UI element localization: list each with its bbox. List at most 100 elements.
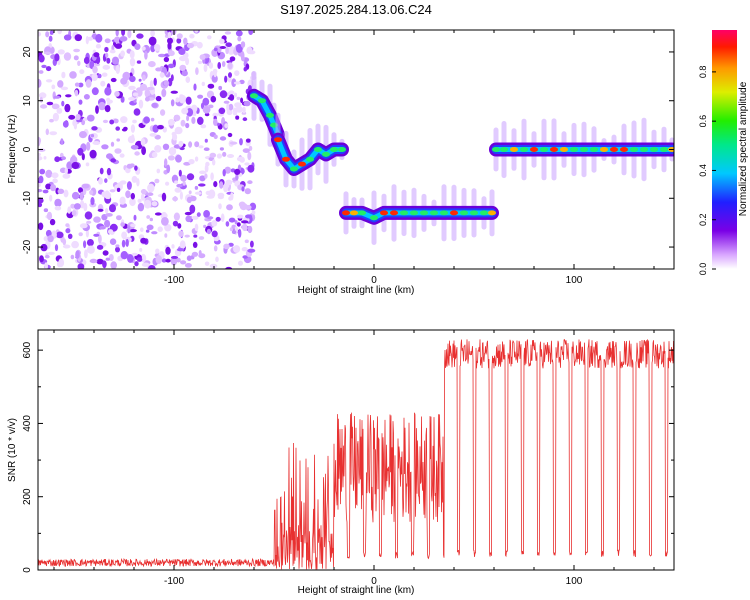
spectrogram-noise-blob	[104, 105, 111, 113]
spectrogram-noise-blob	[166, 164, 171, 174]
spectrogram-noise-blob	[74, 89, 79, 97]
spectrogram-noise-blob	[178, 48, 186, 55]
spectrogram-noise-blob	[146, 86, 155, 91]
spectrogram-noise-blob	[79, 69, 85, 75]
spectrogram-noise-blob	[141, 262, 150, 267]
spectrogram-noise-blob	[176, 38, 182, 44]
spectrogram-noise-blob	[104, 38, 111, 44]
spectrogram-noise-blob	[241, 186, 245, 192]
spectrogram-noise-blob	[148, 265, 156, 269]
spectrogram-noise-blob	[79, 191, 84, 201]
spectrogram-noise-blob	[134, 261, 139, 267]
spectrogram-noise-blob	[241, 247, 248, 252]
spectrogram-track-peak	[492, 147, 500, 152]
spectrogram-x-tick-label: 0	[371, 275, 377, 286]
spectrogram-noise-blob	[129, 75, 136, 83]
spectrogram-noise-blob	[156, 168, 161, 174]
spectrogram-noise-blob	[78, 82, 84, 88]
spectrogram-noise-blob	[136, 33, 144, 39]
spectrogram-noise-blob	[219, 181, 224, 189]
spectrogram-noise-blob	[89, 190, 94, 195]
spectrogram-noise-blob	[100, 80, 106, 87]
spectrogram-noise-blob	[234, 70, 240, 76]
spectrogram-noise-blob	[218, 107, 226, 115]
spectrogram-track-peak	[258, 98, 266, 104]
spectrogram-noise-blob	[67, 233, 73, 239]
spectrogram-noise-blob	[102, 260, 107, 269]
spectrogram-noise-blob	[89, 149, 97, 159]
spectrogram-noise-blob	[40, 243, 48, 252]
spectrogram-noise-blob	[172, 196, 179, 202]
spectrogram-noise-blob	[83, 240, 87, 249]
spectrogram-track-peak	[620, 147, 628, 152]
spectrogram-noise-blob	[49, 194, 53, 202]
spectrogram-noise-blob	[170, 74, 174, 82]
spectrogram-noise-blob	[189, 33, 195, 39]
spectrogram-noise-blob	[201, 81, 205, 87]
spectrogram-noise-blob	[231, 78, 237, 88]
spectrogram-noise-blob	[228, 217, 236, 223]
spectrogram-noise-blob	[146, 224, 154, 231]
snr-y-label: SNR (10 * v/v)	[7, 418, 18, 482]
spectrogram-noise-blob	[139, 247, 143, 252]
spectrogram-noise-blob	[162, 143, 170, 150]
snr-y-tick-label: 600	[22, 341, 33, 358]
spectrogram-noise-blob	[213, 47, 218, 52]
spectrogram-noise-blob	[110, 158, 117, 163]
spectrogram-noise-blob	[193, 234, 198, 238]
spectrogram-noise-blob	[151, 151, 158, 158]
spectrogram-noise-blob	[121, 239, 126, 248]
spectrogram-noise-blob	[149, 133, 157, 137]
spectrogram-noise-blob	[217, 192, 225, 198]
spectrogram-noise-blob	[113, 118, 119, 124]
spectrogram-noise-blob	[225, 179, 233, 186]
spectrogram-noise-blob	[240, 97, 244, 104]
spectrogram-noise-blob	[150, 117, 155, 122]
spectrogram-track-peak	[400, 210, 408, 216]
spectrogram-noise-blob	[38, 78, 42, 88]
spectrogram-noise-blob	[243, 204, 252, 210]
spectrogram-noise-blob	[196, 41, 203, 49]
spectrogram-track-peak	[520, 147, 528, 152]
spectrogram-noise-blob	[248, 30, 254, 35]
colorbar-tick-label: 0.6	[698, 115, 708, 128]
spectrogram-noise-blob	[89, 258, 98, 264]
spectrogram-noise-blob	[73, 203, 81, 210]
spectrogram-noise-blob	[67, 206, 72, 214]
spectrogram-noise-blob	[92, 65, 98, 74]
spectrogram-noise-blob	[174, 187, 182, 193]
spectrogram-noise-blob	[213, 181, 218, 188]
spectrogram-noise-blob	[247, 248, 256, 253]
spectrogram-noise-blob	[142, 74, 146, 81]
spectrogram-noise-blob	[147, 183, 155, 193]
spectrogram-noise-blob	[240, 41, 246, 48]
spectrogram-track-peak	[460, 210, 468, 216]
spectrogram-noise-blob	[244, 239, 249, 244]
spectrogram-noise-blob	[62, 244, 71, 249]
snr-panel: -100 0 100 0 200 400 600 Height of straight l…	[7, 329, 675, 596]
spectrogram-noise-blob	[204, 112, 210, 117]
spectrogram-noise-blob	[78, 99, 83, 105]
spectrogram-noise-blob	[163, 213, 168, 218]
spectrogram-noise-blob	[62, 120, 69, 128]
spectrogram-noise-blob	[131, 252, 138, 256]
spectrogram-noise-blob	[227, 45, 236, 55]
spectrogram-y-tick-label: -10	[22, 191, 33, 206]
spectrogram-noise-blob	[211, 220, 218, 227]
spectrogram-noise-blob	[228, 103, 234, 111]
spectrogram-noise-blob	[244, 162, 250, 166]
spectrogram-noise-blob	[105, 213, 113, 217]
spectrogram-noise-blob	[232, 107, 238, 114]
spectrogram-noise-blob	[235, 174, 239, 181]
spectrogram-noise-blob	[77, 147, 84, 156]
spectrogram-noise-blob	[176, 33, 183, 39]
spectrogram-noise-blob	[110, 141, 115, 147]
spectrogram-noise-blob	[86, 239, 94, 247]
spectrogram-x-ticks: -100 0 100	[53, 30, 655, 286]
spectrogram-noise-blob	[204, 173, 208, 179]
spectrogram-noise-blob	[45, 128, 49, 136]
spectrogram-noise-blob	[77, 60, 81, 66]
spectrogram-noise-blob	[161, 88, 167, 98]
spectrogram-noise-blob	[180, 174, 187, 182]
spectrogram-track-ridge	[343, 210, 495, 221]
